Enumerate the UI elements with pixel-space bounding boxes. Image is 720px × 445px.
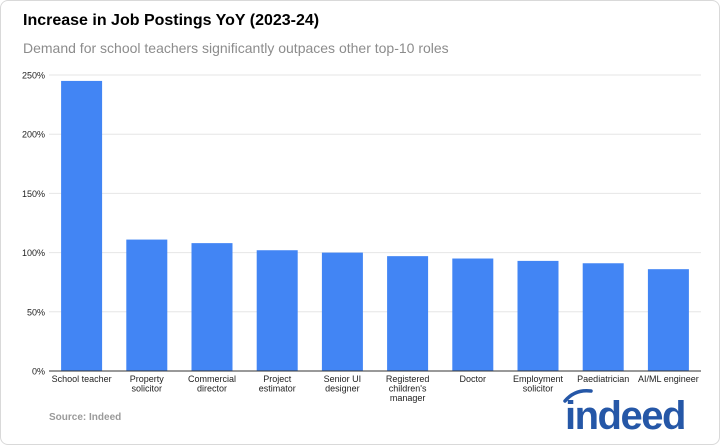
x-tick-label-line: Doctor <box>460 374 487 384</box>
x-tick-label-line: solicitor <box>523 384 554 394</box>
x-tick-label-line: manager <box>390 393 426 403</box>
y-tick-label: 200% <box>22 130 45 140</box>
x-tick-label: Registered children's manager <box>386 374 430 403</box>
x-tick-label: Senior UI designer <box>324 374 362 394</box>
bar <box>517 260 559 371</box>
x-tick-label: AI/ML engineer <box>638 374 699 384</box>
bar <box>452 258 494 371</box>
x-tick-label-line: Employment <box>513 374 564 384</box>
indeed-logo-arc <box>563 388 593 403</box>
x-tick-label-line: designer <box>325 384 360 394</box>
indeed-logo: indeed <box>563 388 686 438</box>
x-tick-label: Doctor <box>460 374 487 384</box>
x-tick-label-line: director <box>197 384 227 394</box>
chart-subtitle: Demand for school teachers significantly… <box>23 40 449 56</box>
bar <box>582 263 624 371</box>
bar <box>256 250 298 371</box>
y-tick-label: 0% <box>32 367 45 377</box>
x-tick-label: Property solicitor <box>130 374 165 394</box>
x-tick-label: Paediatrician <box>577 374 629 384</box>
bar <box>647 269 689 371</box>
x-axis-tick-labels: School teacher Property solicitorCommercia… <box>52 374 699 403</box>
x-tick-label: Project estimator <box>259 374 296 394</box>
y-tick-label: 250% <box>22 71 45 81</box>
source-note: Source: Indeed <box>49 412 122 423</box>
x-tick-label-line: Property <box>130 374 165 384</box>
x-tick-label: Employment solicitor <box>513 374 564 394</box>
x-tick-label: Commercial director <box>188 374 236 394</box>
x-tick-label-line: Registered <box>386 374 430 384</box>
chart-title: Increase in Job Postings YoY (2023-24) <box>23 12 320 29</box>
y-tick-label: 50% <box>27 307 45 317</box>
x-tick-label-line: children's <box>389 384 427 394</box>
x-tick-label-line: Senior UI <box>324 374 362 384</box>
bar <box>321 252 363 371</box>
x-tick-label-line: Commercial <box>188 374 236 384</box>
x-tick-label-line: AI/ML engineer <box>638 374 699 384</box>
indeed-logo-wordmark: indeed <box>565 394 685 438</box>
bars <box>61 80 689 372</box>
x-tick-label-line: estimator <box>259 384 296 394</box>
bar <box>387 256 429 371</box>
bar <box>61 80 103 372</box>
x-tick-label-line: solicitor <box>132 384 163 394</box>
y-tick-label: 100% <box>22 248 45 258</box>
x-tick-label-line: Paediatrician <box>577 374 629 384</box>
x-tick-label-line: School teacher <box>52 374 112 384</box>
bar <box>191 243 233 371</box>
y-tick-label: 150% <box>22 189 45 199</box>
x-tick-label-line: Project <box>263 374 292 384</box>
x-tick-label: School teacher <box>52 374 112 384</box>
y-axis-tick-labels: 0% 50% 100% 150% 200% 250% <box>22 71 45 377</box>
bar <box>126 239 168 371</box>
